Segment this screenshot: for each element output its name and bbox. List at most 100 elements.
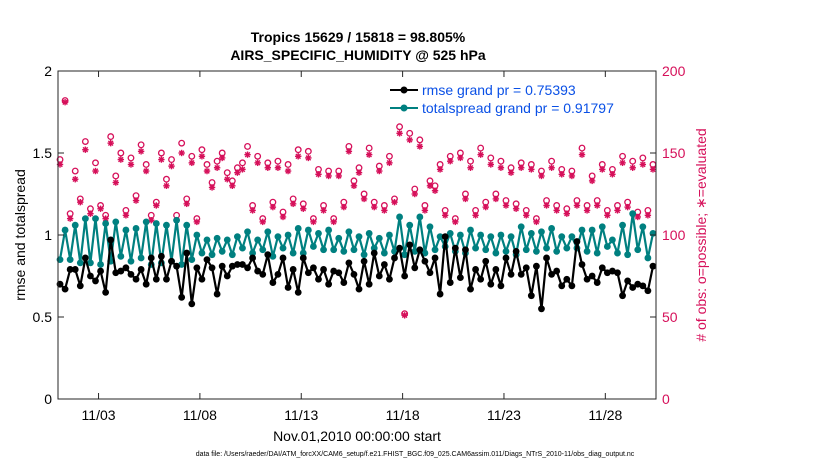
totalspread-point bbox=[244, 228, 251, 236]
obs-evaluated-marker bbox=[386, 159, 393, 167]
obs-evaluated-marker bbox=[381, 207, 388, 214]
totalspread-point bbox=[350, 246, 358, 254]
rmse-point bbox=[61, 285, 69, 293]
obs-evaluated-marker bbox=[507, 169, 515, 176]
totalspread-point bbox=[634, 246, 642, 254]
obs-evaluated-marker bbox=[137, 148, 145, 155]
totalspread-point bbox=[304, 226, 312, 234]
rmse-point bbox=[512, 248, 520, 255]
rmse-point bbox=[66, 266, 74, 273]
rmse-point bbox=[198, 275, 206, 283]
rmse-point bbox=[249, 254, 257, 262]
obs-possible-marker bbox=[548, 157, 556, 165]
obs-evaluated-marker bbox=[122, 212, 130, 219]
rmse-point bbox=[183, 249, 191, 257]
totalspread-point bbox=[629, 210, 637, 218]
totalspread-point bbox=[259, 246, 267, 254]
obs-evaluated-marker bbox=[112, 179, 119, 186]
x-tick-label: 11/13 bbox=[284, 407, 318, 423]
obs-possible-marker bbox=[497, 157, 505, 165]
obs-possible-marker bbox=[294, 146, 302, 154]
y-right-tick-label: 0 bbox=[662, 391, 670, 407]
data-file-footnote: data file: /Users/raeder/DAI/ATM_forcXX/… bbox=[195, 451, 635, 458]
totalspread-point bbox=[360, 251, 368, 259]
obs-possible-marker bbox=[142, 161, 150, 168]
obs-evaluated-marker bbox=[132, 197, 140, 204]
totalspread-point bbox=[66, 256, 74, 263]
obs-possible-marker bbox=[223, 169, 231, 177]
totalspread-point bbox=[477, 231, 485, 239]
totalspread-point bbox=[249, 249, 257, 257]
obs-possible-marker bbox=[365, 144, 373, 152]
totalspread-point bbox=[203, 236, 211, 244]
obs-evaluated-marker bbox=[158, 156, 165, 163]
obs-evaluated-marker bbox=[517, 164, 525, 171]
obs-possible-marker bbox=[639, 154, 647, 162]
obs-evaluated-marker bbox=[457, 154, 464, 162]
rmse-point bbox=[173, 262, 180, 270]
obs-evaluated-marker bbox=[609, 171, 616, 178]
obs-evaluated-marker bbox=[66, 215, 74, 222]
totalspread-point bbox=[583, 248, 591, 255]
totalspread-point bbox=[406, 221, 414, 229]
rmse-point bbox=[310, 264, 317, 272]
totalspread-point bbox=[456, 231, 464, 239]
rmse-point bbox=[264, 251, 272, 259]
totalspread-point bbox=[223, 236, 231, 244]
obs-evaluated-marker bbox=[543, 202, 550, 209]
y-axis-right: 0 50 100 150 200 bbox=[650, 63, 686, 407]
totalspread-point bbox=[426, 223, 434, 231]
totalspread-point bbox=[522, 246, 530, 254]
obs-possible-marker bbox=[274, 157, 282, 165]
rmse-point bbox=[441, 233, 449, 241]
x-tick-label: 11/08 bbox=[183, 407, 217, 423]
obs-evaluated-marker bbox=[142, 167, 150, 175]
x-tick-label: 11/03 bbox=[82, 407, 116, 423]
totalspread-point bbox=[310, 243, 317, 250]
y-axis-left: 0 0.5 1 1.5 2 bbox=[33, 63, 64, 407]
obs-evaluated-marker bbox=[355, 169, 363, 176]
obs-evaluated-marker bbox=[452, 218, 459, 226]
totalspread-point bbox=[563, 244, 571, 252]
obs-possible-marker bbox=[198, 146, 206, 154]
obs-possible-marker bbox=[406, 129, 414, 137]
rmse-point bbox=[87, 272, 94, 280]
rmse-point bbox=[315, 275, 322, 283]
rmse-point bbox=[147, 254, 155, 262]
obs-possible-marker bbox=[396, 123, 404, 131]
totalspread-point bbox=[193, 231, 201, 239]
rmse-point bbox=[639, 282, 647, 290]
obs-evaluated-marker bbox=[538, 172, 545, 180]
totalspread-point bbox=[320, 246, 327, 254]
obs-evaluated-marker bbox=[528, 166, 535, 173]
obs-evaluated-marker bbox=[218, 154, 226, 162]
rmse-point bbox=[320, 266, 327, 273]
chart-subtitle: AIRS_SPECIFIC_HUMIDITY @ 525 hPa bbox=[230, 47, 486, 63]
totalspread-point bbox=[578, 226, 586, 234]
rmse-point bbox=[619, 292, 626, 300]
totalspread-point bbox=[543, 244, 550, 252]
obs-possible-marker bbox=[168, 156, 175, 164]
totalspread-point bbox=[325, 226, 333, 234]
obs-evaluated-marker bbox=[583, 207, 591, 214]
totalspread-point bbox=[208, 251, 216, 259]
totalspread-point bbox=[163, 221, 170, 229]
obs-evaluated-marker bbox=[213, 164, 221, 171]
obs-possible-marker bbox=[629, 157, 637, 165]
chart-canvas: Tropics 15629 / 15818 = 98.805% AIRS_SPE… bbox=[12, 29, 709, 444]
obs-possible-marker bbox=[385, 152, 393, 160]
x-tick-label: 11/18 bbox=[386, 407, 420, 423]
obs-evaluated-marker bbox=[153, 202, 160, 209]
obs-evaluated-marker bbox=[436, 166, 444, 173]
obs-possible-marker bbox=[477, 144, 485, 152]
totalspread-point bbox=[102, 220, 110, 227]
obs-evaluated-marker bbox=[492, 195, 500, 203]
totalspread-point bbox=[588, 226, 596, 234]
y-axis-label-right: # of obs: o=possible; ∗=evaluated bbox=[693, 128, 709, 341]
obs-evaluated-marker bbox=[254, 159, 261, 167]
obs-possible-marker bbox=[304, 147, 312, 155]
rmse-point bbox=[76, 282, 84, 290]
rmse-point bbox=[163, 275, 170, 283]
rmse-point bbox=[213, 290, 221, 298]
totalspread-point bbox=[598, 223, 606, 231]
